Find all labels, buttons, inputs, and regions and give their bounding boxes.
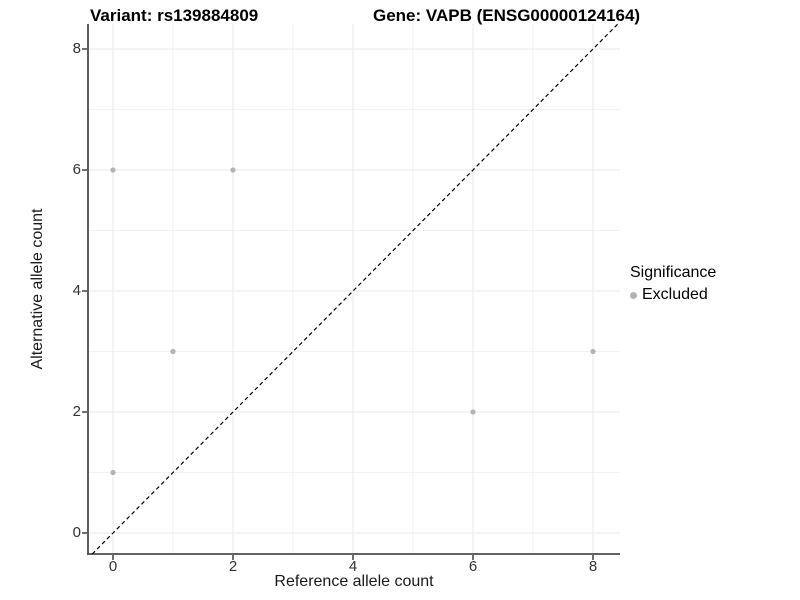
data-point [110, 167, 116, 173]
legend: Significance Excluded [630, 264, 795, 304]
x-tick-label: 0 [108, 558, 118, 575]
legend-title: Significance [630, 264, 717, 281]
x-axis-label: Reference allele count [274, 573, 434, 590]
plot-title-variant: Variant: rs139884809 [90, 6, 259, 25]
data-point [230, 167, 236, 173]
identity-reference-line [91, 23, 619, 555]
y-tick-label: 6 [72, 161, 81, 178]
x-tick-label: 2 [228, 558, 238, 575]
data-point [470, 409, 476, 415]
data-point [590, 348, 596, 355]
legend-item-excluded: Excluded [630, 286, 795, 304]
y-axis-label: Alternative allele count [29, 208, 46, 370]
y-tick-label: 0 [72, 524, 81, 541]
x-tick-label: 4 [348, 558, 358, 575]
legend-item-label: Excluded [642, 286, 708, 303]
data-point [110, 469, 116, 476]
y-tick-label: 4 [72, 282, 81, 299]
y-tick-label: 2 [72, 403, 81, 420]
plot-title-gene: Gene: VAPB (ENSG00000124164) [373, 6, 641, 25]
x-tick-label: 8 [588, 558, 598, 575]
y-tick-label: 8 [72, 40, 81, 57]
x-tick-label: 6 [468, 558, 478, 575]
legend-point-icon [630, 291, 637, 299]
data-point [170, 348, 176, 355]
